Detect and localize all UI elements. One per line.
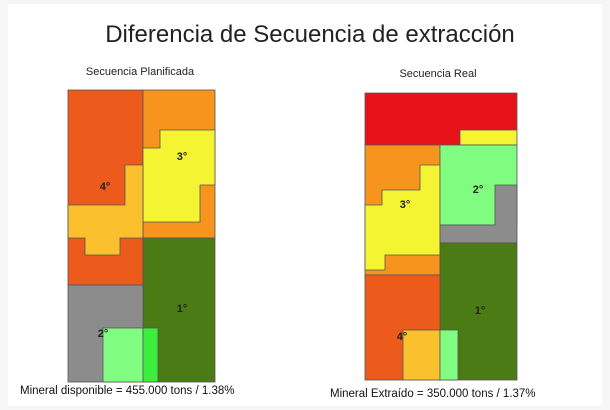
planned-map: 4° 3° 2° 1° [67,89,216,383]
block-label: 4° [100,181,111,193]
block [402,329,441,381]
block-label: 2° [98,328,109,340]
block-label: 1° [475,305,486,317]
block-label: 1° [177,303,188,315]
block [439,329,459,381]
block [142,327,159,383]
subtitle: Secuencia Planificada [86,66,195,78]
block [102,327,144,383]
block [142,129,216,223]
block [67,164,144,256]
block-label: 2° [473,184,484,196]
block-label: 3° [177,151,188,163]
block [459,129,518,146]
block-label: 4° [397,331,408,343]
footer: Mineral disponible = 455.000 tons / 1.38… [20,385,235,397]
footer: Mineral Extraído = 350.000 tons / 1.37% [330,388,536,400]
block-label: 3° [400,199,411,211]
subtitle: Secuencia Real [399,68,476,80]
real-map: 3° 2° 4° 1° [364,92,518,381]
title: Diferencia de Secuencia de extracción [105,21,515,48]
